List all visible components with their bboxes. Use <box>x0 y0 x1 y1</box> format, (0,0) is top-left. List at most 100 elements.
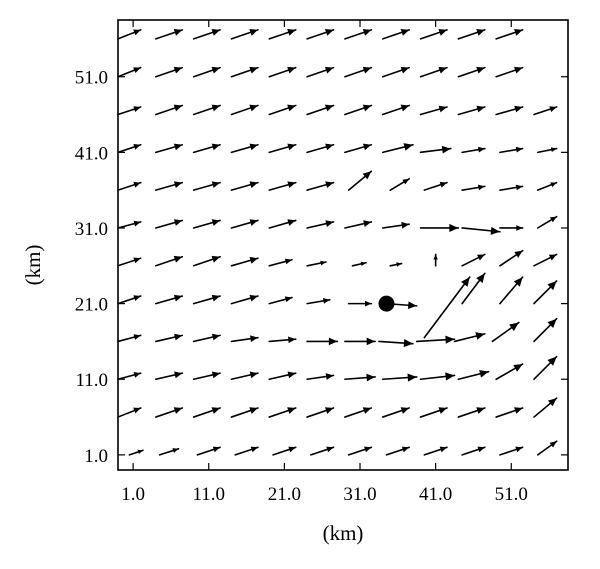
vector-arrow <box>268 258 293 267</box>
vector-arrow <box>419 29 448 40</box>
vector-arrow <box>306 143 335 154</box>
vector-arrow <box>381 29 410 40</box>
vector-arrow <box>268 104 297 116</box>
vector-arrow <box>457 66 486 78</box>
vector-arrow <box>230 219 259 229</box>
vector-arrow <box>234 446 259 456</box>
vector-arrow <box>268 181 297 191</box>
vector-arrow <box>230 181 259 191</box>
vector-arrow <box>230 143 259 154</box>
vector-arrow <box>117 372 142 381</box>
vector-arrow <box>381 373 418 382</box>
vector-arrow <box>491 321 520 343</box>
vector-arrow <box>499 146 524 154</box>
vector-arrow <box>306 373 335 381</box>
vector-arrow <box>268 336 297 344</box>
vector-arrow <box>415 335 456 344</box>
vector-arrow <box>155 371 184 381</box>
vector-arrow <box>310 446 335 456</box>
vector-arrow <box>268 219 297 229</box>
vector-arrow <box>423 446 448 456</box>
vector-arrow <box>499 446 524 456</box>
vector-arrow <box>419 407 448 418</box>
vector-arrow <box>385 446 410 456</box>
vector-arrow <box>433 253 438 267</box>
vector-arrow <box>461 184 486 191</box>
vector-arrow <box>347 170 373 191</box>
vector-arrow <box>117 66 142 78</box>
x-tick-label: 41.0 <box>419 484 452 505</box>
vector-arrow <box>192 143 221 154</box>
vector-arrow <box>457 105 486 116</box>
x-tick-label: 51.0 <box>495 484 528 505</box>
plot-frame <box>117 19 569 471</box>
vector-arrow <box>155 181 184 191</box>
vector-arrow <box>155 255 184 267</box>
vector-arrow <box>378 339 414 348</box>
vector-arrow <box>268 371 297 381</box>
vector-arrow <box>389 262 403 267</box>
vector-arrow <box>423 181 448 191</box>
vector-arrow <box>230 104 259 116</box>
vector-arrow <box>306 298 331 305</box>
x-tick-label: 1.0 <box>121 484 145 505</box>
vector-arrow <box>192 29 221 40</box>
vector-arrow <box>499 276 524 305</box>
y-tick-label: 21.0 <box>75 295 108 316</box>
vector-arrow <box>351 261 367 267</box>
vector-arrow <box>306 260 327 267</box>
vector-arrow <box>117 295 142 305</box>
vector-arrow <box>306 181 335 191</box>
vector-arrow <box>196 446 221 456</box>
vector-arrow <box>230 407 259 418</box>
vector-arrow <box>495 105 524 116</box>
vector-arrow <box>155 66 184 78</box>
vector-arrow <box>457 29 486 40</box>
vector-arrow <box>306 337 339 346</box>
vector-arrow <box>344 407 373 418</box>
vector-arrow <box>230 29 259 40</box>
vector-arrow <box>230 66 259 78</box>
vector-arrow <box>117 257 142 267</box>
vector-arrow <box>192 104 221 116</box>
vector-arrow <box>306 104 335 116</box>
x-axis-title: (km) <box>323 521 364 545</box>
vector-arrow <box>461 146 486 154</box>
vector-arrow <box>268 296 293 305</box>
vector-arrow <box>117 143 142 154</box>
vector-arrow <box>117 334 142 343</box>
vector-arrow <box>499 184 524 191</box>
vector-arrow <box>344 143 373 154</box>
vector-arrow <box>268 143 297 154</box>
vector-arrow <box>536 147 558 154</box>
x-tick-label: 31.0 <box>343 484 376 505</box>
vector-arrow <box>344 373 376 382</box>
vector-arrow <box>192 371 221 381</box>
vector-arrow <box>268 66 297 78</box>
vector-arrow <box>128 449 144 456</box>
vector-arrow <box>461 272 486 305</box>
vector-arrow <box>268 407 297 418</box>
vector-arrow <box>389 178 410 191</box>
vector-arrow <box>192 66 221 78</box>
y-tick-label: 31.0 <box>75 219 108 240</box>
vector-arrow <box>457 369 490 381</box>
vector-arrow <box>381 221 410 229</box>
vector-arrow <box>192 407 221 418</box>
vector-arrow <box>344 337 376 346</box>
vector-arrow <box>344 29 373 40</box>
vector-arrow <box>536 215 558 229</box>
y-tick-label: 11.0 <box>75 370 108 391</box>
vector-arrow <box>495 363 524 381</box>
vector-arrow <box>533 106 558 116</box>
vector-arrow <box>347 300 373 307</box>
vector-arrow <box>158 448 180 456</box>
vector-arrow <box>117 407 142 418</box>
y-tick-label: 41.0 <box>75 143 108 164</box>
vector-arrow <box>155 143 184 154</box>
y-tick-label: 1.0 <box>84 446 108 467</box>
vector-arrow <box>495 66 524 78</box>
vector-arrow <box>495 29 524 40</box>
y-tick-labels: 1.0 11.0 21.0 31.0 41.0 51.0 <box>75 68 108 467</box>
